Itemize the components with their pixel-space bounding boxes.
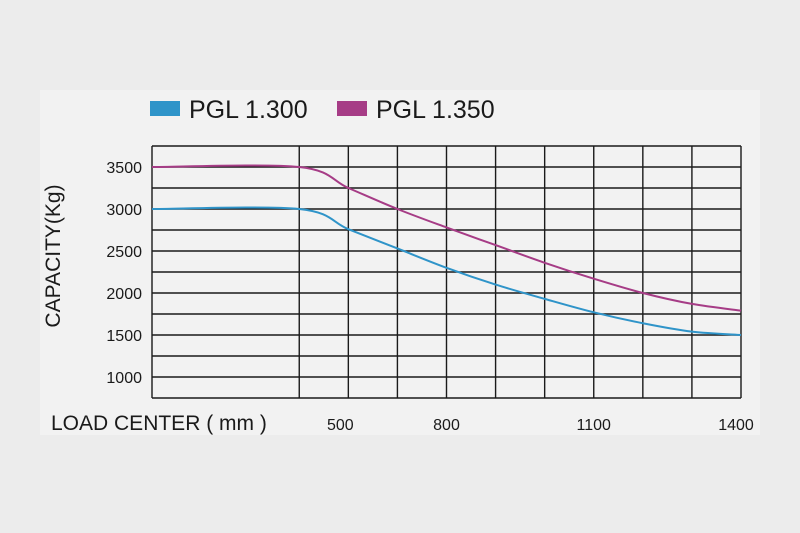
series-line-pgl-1-350 bbox=[151, 164, 742, 312]
y-tick-label: 3500 bbox=[106, 160, 142, 177]
y-tick-label: 1500 bbox=[106, 328, 142, 345]
y-tick-label: 1000 bbox=[106, 370, 142, 387]
x-tick-labels: 500 800 1100 1400 bbox=[327, 417, 754, 434]
y-axis-title: CAPACITY(Kg) bbox=[42, 184, 65, 327]
grid bbox=[151, 145, 742, 399]
legend-swatch-pgl-1-300 bbox=[150, 101, 180, 116]
legend-label-pgl-1-350: PGL 1.350 bbox=[376, 96, 495, 124]
x-tick-label: 1400 bbox=[718, 417, 754, 434]
y-tick-label: 3000 bbox=[106, 202, 142, 219]
x-tick-label: 800 bbox=[433, 417, 460, 434]
legend: PGL 1.300 PGL 1.350 bbox=[150, 96, 495, 124]
y-tick-label: 2500 bbox=[106, 244, 142, 261]
y-tick-labels: 1000 1500 2000 2500 3000 3500 bbox=[106, 160, 142, 387]
series-line-pgl-1-300 bbox=[151, 206, 742, 336]
legend-swatch-pgl-1-350 bbox=[337, 101, 367, 116]
plot-band bbox=[40, 90, 760, 435]
x-tick-label: 1100 bbox=[577, 417, 612, 434]
x-tick-label: 500 bbox=[327, 417, 354, 434]
series-lines bbox=[151, 164, 742, 336]
x-axis-title: LOAD CENTER ( mm ) bbox=[51, 412, 267, 435]
legend-label-pgl-1-300: PGL 1.300 bbox=[189, 96, 308, 124]
y-tick-label: 2000 bbox=[106, 286, 142, 303]
